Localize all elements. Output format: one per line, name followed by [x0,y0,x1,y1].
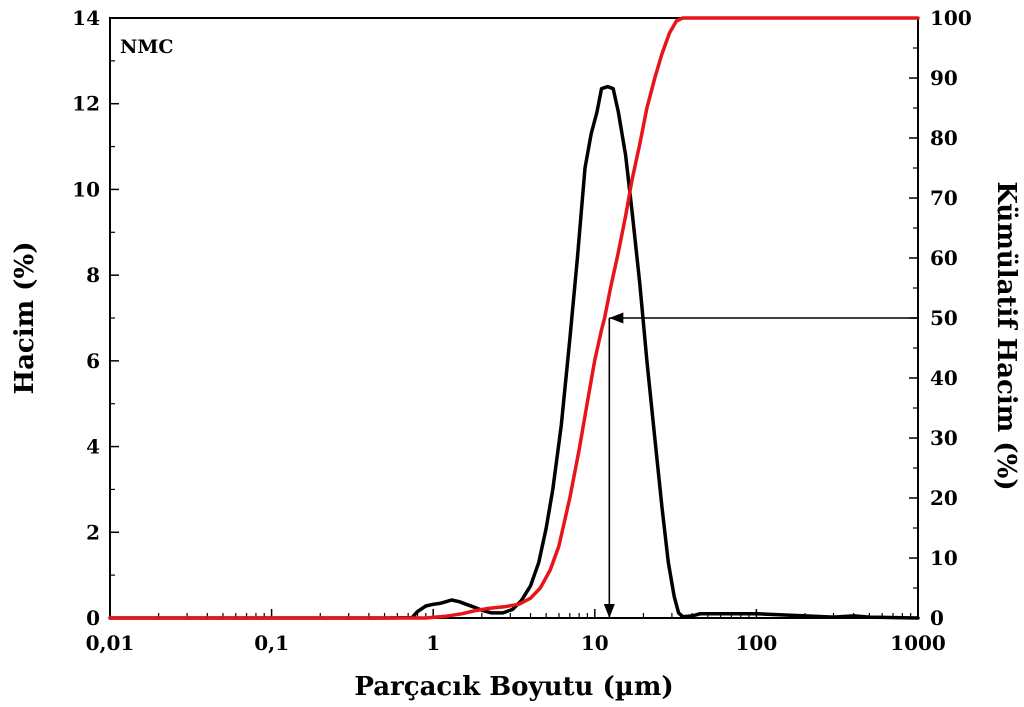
y-left-tick-label: 0 [86,606,100,630]
y-right-tick-label: 20 [930,486,958,510]
y-left-tick-label: 12 [72,92,100,116]
y-left-tick-label: 8 [86,263,100,287]
y-right-tick-label: 70 [930,186,958,210]
arrows-group [603,312,918,618]
y-right-tick-label: 10 [930,546,958,570]
ticks-group: 0,01 0,1 1 10 100 100002468101214010203040506… [72,6,972,655]
y-right-tick-label: 90 [930,66,958,90]
y-left-tick-label: 10 [72,177,100,201]
d50-arrow-head [609,312,624,324]
x-tick-label: 0,01 [86,631,135,655]
x-tick-label: 100 [736,631,778,655]
y-axis-left-label: Hacim (%) [10,242,40,395]
cumulative-volume-line [108,16,920,620]
y-axis-right-label: Kümülatif Hacim (%) [991,181,1021,490]
y-left-tick-label: 6 [86,349,100,373]
y-left-tick-label: 14 [72,6,100,30]
y-left-tick-label: 4 [86,435,100,459]
y-right-tick-label: 30 [930,426,958,450]
y-right-tick-label: 40 [930,366,958,390]
d50-arrow-head [603,604,615,618]
y-right-tick-label: 100 [930,6,972,30]
x-tick-label: 1 [426,631,440,655]
x-axis-label: Parçacık Boyutu (µm) [354,672,673,702]
y-right-tick-label: 0 [930,606,944,630]
y-right-tick-label: 80 [930,126,958,150]
x-tick-label: 10 [581,631,609,655]
y-right-tick-label: 60 [930,246,958,270]
y-right-tick-label: 50 [930,306,958,330]
y-left-tick-label: 2 [86,520,100,544]
series-annotation: NMC [120,36,174,58]
series-group [108,16,920,620]
volume-distribution-line [108,84,920,620]
x-tick-label: 0,1 [254,631,289,655]
x-tick-label: 1000 [890,631,946,655]
